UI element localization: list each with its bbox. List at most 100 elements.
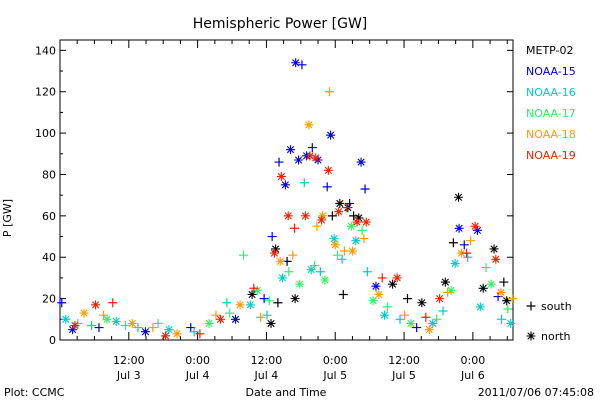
data-point-south [463,252,473,262]
data-point-south [262,310,272,320]
marker-legend-south: south [526,300,572,313]
data-point-north [470,221,480,231]
data-point-north [491,254,501,264]
x-tick-date-label: Jul 5 [322,369,347,382]
x-tick-date-label: Jul 3 [116,369,141,382]
data-point-south [120,321,130,331]
y-axis-label: P [GW] [1,199,14,237]
series-noaa-17 [73,221,513,331]
data-point-south [256,312,266,322]
data-point-north [361,217,371,227]
data-point-north [280,180,290,190]
data-point-south [342,203,352,213]
data-point-south [312,221,322,231]
data-point-north [172,329,182,339]
data-point-north [435,294,445,304]
data-point-north [330,240,340,250]
data-point-south [148,323,158,333]
data-point-south [267,232,277,242]
data-point-north [347,246,357,256]
data-point-north [316,215,326,225]
data-point-north [454,223,464,233]
data-point-north [127,318,137,328]
data-point-north [79,308,89,318]
data-point-north [486,279,496,289]
x-tick-date-label: Jul 6 [460,369,485,382]
data-point-north [374,289,384,299]
data-point-south [377,273,387,283]
data-point-south [497,314,507,324]
data-point-north [286,145,296,155]
data-point-north [506,318,516,328]
data-point-north [329,234,339,244]
data-point-south [273,298,283,308]
legend-entry-noaa-18: NOAA-18 [526,128,576,141]
marker-legend-label: south [541,300,572,313]
footer-timestamp: 2011/07/06 07:45:08 [478,386,594,399]
data-point-south [382,302,392,312]
data-point-south [322,182,332,192]
data-point-south [459,240,469,250]
data-point-south [503,304,513,314]
data-point-south [448,238,458,248]
data-point-north [247,289,257,299]
data-point-south [264,296,274,306]
x-tick-date-label: Jul 5 [391,369,416,382]
data-point-north [456,248,466,258]
data-point-north [311,153,321,163]
y-tick-label: 100 [35,127,56,140]
data-point-north [454,192,464,202]
data-point-north [230,314,240,324]
data-point-north [290,294,300,304]
data-point-south [339,246,349,256]
y-tick-label: 60 [42,210,56,223]
data-point-south [333,250,343,260]
series-noaa-15 [57,58,503,337]
data-point-north [164,325,174,335]
data-point-north [252,285,262,295]
data-point-south [400,310,410,320]
data-point-south [443,287,453,297]
data-point-north [68,325,78,335]
data-point-south [57,298,67,308]
data-point-north [320,275,330,285]
series-noaa-18 [79,87,517,339]
data-point-south [438,306,448,316]
x-tick-time-label: 12:00 [388,354,420,367]
data-point-north [424,325,434,335]
data-point-north [61,314,71,324]
data-point-north [351,236,361,246]
data-point-south [153,318,163,328]
data-point-north [102,314,112,324]
data-point-south [481,263,491,273]
x-tick-time-label: 0:00 [461,354,486,367]
legend-entry-noaa-16: NOAA-16 [526,86,576,99]
footer-credit: Plot: CCMC [4,386,65,399]
data-point-north [295,279,305,289]
data-point-south [360,184,370,194]
data-point-south [99,310,109,320]
data-point-north [275,256,285,266]
series-noaa-19 [70,151,501,341]
data-point-north [269,248,279,258]
data-point-north [354,213,364,223]
data-point-north [371,281,381,291]
data-point-south [412,323,422,333]
x-tick-date-label: Jul 4 [185,369,210,382]
data-point-north [496,287,506,297]
data-point-south [238,250,248,260]
data-point-north [472,225,482,235]
x-tick-time-label: 0:00 [185,354,210,367]
x-tick-time-label: 0:00 [323,354,348,367]
data-point-south [310,261,320,271]
data-point-south [357,225,367,235]
data-point-south [225,308,235,318]
y-tick-label: 140 [35,44,56,57]
data-point-south [507,294,517,304]
data-point-north [318,211,328,221]
data-point-south [288,250,298,260]
data-point-north [266,318,276,328]
data-point-north [335,198,345,208]
data-point-north [368,296,378,306]
data-point-south [499,277,509,287]
